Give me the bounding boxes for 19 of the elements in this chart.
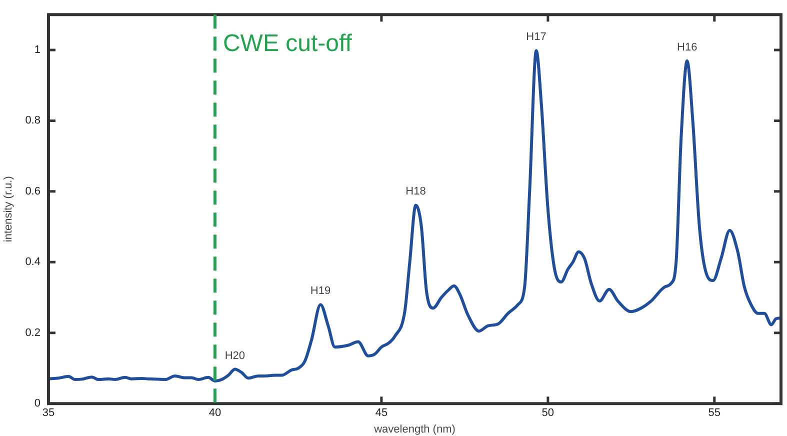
- annotation: H16: [677, 41, 698, 54]
- y-tick-label: 0: [34, 398, 40, 410]
- ref-line-label: CWE cut-off: [222, 30, 352, 58]
- y-axis-title: intensity (r.u.): [2, 176, 15, 242]
- x-tick-label: 40: [208, 407, 222, 420]
- annotation: H19: [310, 285, 331, 298]
- x-tick-label: 50: [542, 407, 554, 420]
- annotation: H17: [526, 31, 546, 44]
- y-tick-label: 0.2: [25, 326, 40, 339]
- y-tick-label: 0.8: [25, 114, 40, 127]
- x-tick-label: 45: [375, 407, 388, 420]
- y-tick-label: 0.4: [25, 256, 40, 268]
- annotation: H18: [406, 186, 426, 198]
- x-axis-title: wavelength (nm): [373, 423, 456, 436]
- x-tick-label: 35: [42, 407, 55, 420]
- annotation: H20: [224, 350, 246, 362]
- y-tick-label: 0.6: [25, 185, 40, 198]
- x-tick-label: 55: [708, 407, 721, 420]
- y-tick-label: 1: [34, 44, 40, 56]
